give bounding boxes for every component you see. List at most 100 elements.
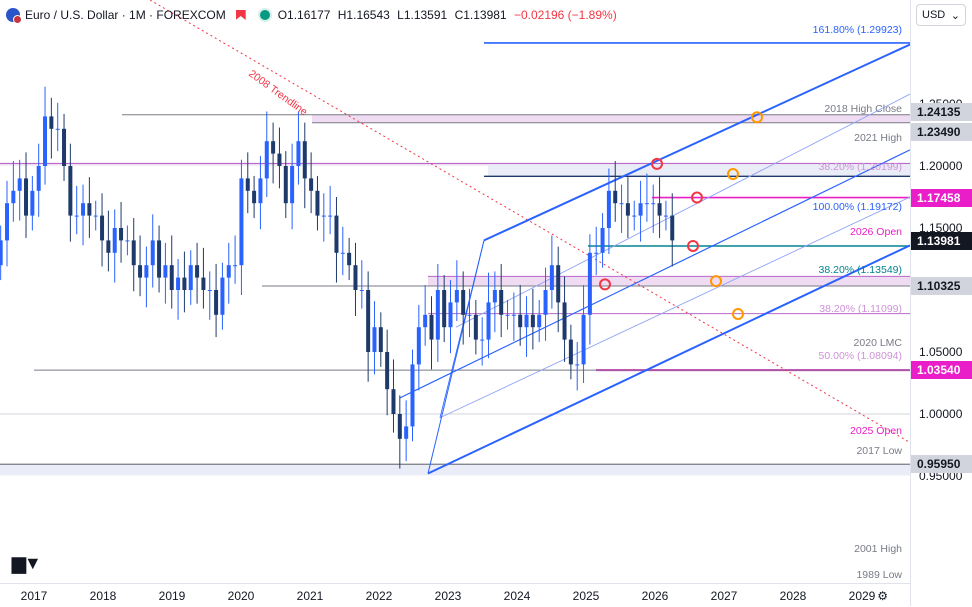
- candle-body-67: [391, 389, 396, 414]
- price-tag-0: 1.24135: [911, 102, 972, 121]
- pivot-marker-red-1: [691, 191, 703, 204]
- candle-body-110: [663, 215, 668, 217]
- candle-body-62: [359, 290, 364, 291]
- level-label-3: 38.20% (1.20199): [819, 161, 902, 173]
- close-value: C1.13981: [454, 8, 507, 22]
- candle-body-12: [43, 116, 48, 166]
- candle-body-36: [195, 265, 200, 278]
- bookmark-icon[interactable]: [235, 10, 246, 20]
- level-label-7: 38.20% (1.11099): [819, 303, 902, 315]
- candle-body-24: [119, 228, 124, 241]
- candle-body-102: [613, 190, 618, 204]
- high-value: H1.16543: [337, 8, 390, 22]
- time-axis[interactable]: 2017 2018 2019 2020 2021 2022 2023 2024 2025 2026…: [0, 583, 910, 607]
- candle-body-107: [644, 203, 649, 205]
- candle-body-10: [30, 190, 35, 216]
- candle-body-109: [657, 203, 662, 216]
- candle-body-86: [511, 314, 516, 316]
- price-tag-3: 1.13981: [911, 231, 972, 250]
- pitchfork-handle-b: [439, 240, 485, 418]
- currency-button[interactable]: USD ⌄: [916, 4, 966, 26]
- symbol-title[interactable]: Euro / U.S. Dollar · 1M · FOREXCOM: [25, 8, 226, 22]
- candle-body-52: [296, 141, 301, 166]
- candle-body-17: [74, 215, 79, 217]
- year-tick-2023: 2023: [434, 589, 462, 603]
- candle-body-8: [17, 178, 22, 191]
- support-zone-2001: [0, 464, 910, 476]
- level-label-8: 2020 LMC: [854, 337, 903, 349]
- candle-body-46: [258, 178, 263, 204]
- year-tick-2021: 2021: [296, 589, 324, 603]
- candle-body-63: [366, 290, 371, 352]
- chart-canvas: 161.80% (1.29923) 2018 High Close 2021 Hig…: [0, 0, 910, 581]
- candle-body-28: [144, 265, 149, 278]
- candle-body-48: [271, 141, 276, 154]
- chart-pane[interactable]: 161.80% (1.29923) 2018 High Close 2021 Hig…: [0, 0, 910, 583]
- candle-body-96: [575, 364, 580, 366]
- year-tick-2019: 2019: [158, 589, 186, 603]
- candle-body-68: [397, 414, 402, 439]
- year-tick-2020: 2020: [227, 589, 255, 603]
- year-tick-2028: 2028: [779, 589, 807, 603]
- candle-body-35: [188, 265, 193, 290]
- candle-body-103: [619, 203, 624, 205]
- candle-body-100: [600, 228, 605, 253]
- price-axis[interactable]: USD ⌄ 1.250001.200001.150001.100001.0500…: [910, 0, 972, 606]
- candle-body-98: [587, 252, 592, 315]
- candle-body-32: [169, 265, 174, 290]
- price-tag-5: 1.03540: [911, 361, 972, 380]
- candle-body-39: [214, 290, 219, 315]
- pivot-marker-orange-1: [727, 168, 739, 181]
- tradingview-logo: ▆▼: [12, 553, 42, 573]
- candle-body-56: [321, 215, 326, 217]
- candle-body-84: [499, 290, 504, 315]
- channel-upper: [483, 43, 910, 242]
- open-value: O1.16177: [277, 8, 331, 22]
- candle-body-99: [594, 252, 599, 254]
- candle-body-20: [93, 215, 98, 217]
- pivot-marker-red-2: [599, 278, 611, 291]
- candle-body-21: [100, 215, 105, 241]
- candle-body-19: [87, 203, 92, 216]
- candle-body-58: [334, 215, 339, 253]
- candle-body-13: [49, 116, 54, 129]
- currency-label: USD: [922, 9, 946, 21]
- price-tag-6: 0.95950: [911, 455, 972, 474]
- candle-body-61: [353, 265, 358, 290]
- candle-body-40: [220, 277, 225, 315]
- pivot-marker-orange-2: [710, 275, 722, 288]
- chevron-down-icon: ⌄: [950, 9, 960, 22]
- candle-body-94: [562, 302, 567, 340]
- candle-body-97: [581, 314, 586, 365]
- ohlc-values: O1.16177 H1.16543 L1.13591 C1.13981 −0.0…: [278, 8, 621, 22]
- currency-flag-icon: [6, 8, 22, 24]
- settings-gear-icon[interactable]: ⚙: [877, 589, 888, 603]
- year-tick-2022: 2022: [365, 589, 393, 603]
- candle-body-91: [543, 290, 548, 315]
- price-tag-1: 1.23490: [911, 122, 972, 141]
- candle-body-54: [309, 178, 314, 191]
- support-zone-2020: [428, 276, 910, 286]
- candle-body-5: [0, 240, 3, 266]
- candle-body-26: [131, 240, 136, 266]
- level-label-12: 2001 High: [854, 543, 902, 555]
- trendline-label: 2008 Trendline: [246, 68, 309, 119]
- candle-body-34: [182, 277, 187, 290]
- price-tick-5: 1.00000: [919, 407, 963, 421]
- symbol-header: Euro / U.S. Dollar · 1M · FOREXCOM O1.16…: [6, 6, 621, 24]
- resistance-zone-2021: [312, 114, 910, 123]
- candle-body-7: [11, 190, 16, 204]
- candle-body-79: [467, 314, 472, 316]
- level-label-1: 2018 High Close: [824, 103, 902, 115]
- pivot-marker-red-3: [687, 239, 699, 252]
- channel-lower: [427, 244, 910, 475]
- change-value: −0.02196 (−1.89%): [513, 8, 617, 22]
- candle-body-59: [340, 252, 345, 254]
- candle-body-106: [638, 203, 643, 216]
- level-label-10: 2025 Open: [850, 425, 902, 437]
- candle-body-49: [277, 153, 282, 166]
- candle-body-85: [505, 314, 510, 316]
- candle-body-82: [486, 302, 491, 340]
- candle-body-105: [632, 215, 637, 217]
- candle-body-29: [150, 240, 155, 266]
